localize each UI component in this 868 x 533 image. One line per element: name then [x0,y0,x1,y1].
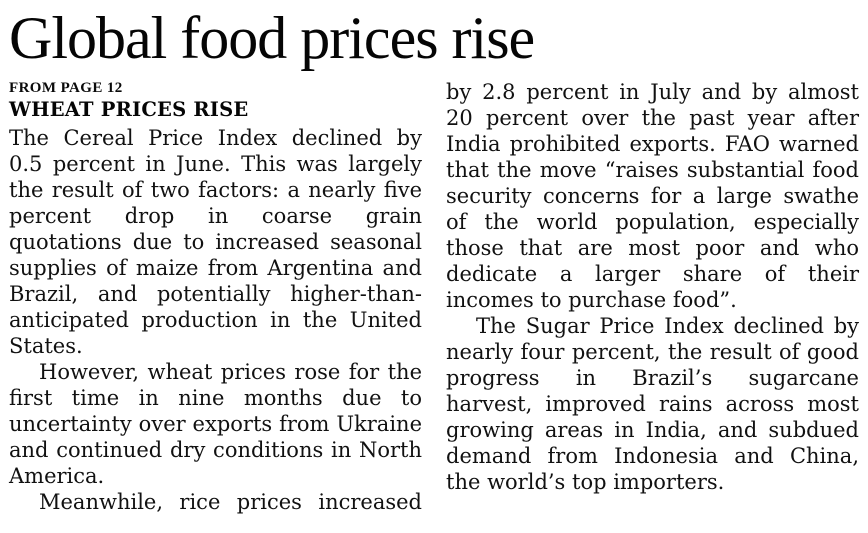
article-paragraph: However, wheat prices rose for the first… [9,359,422,488]
article-paragraph: The Cereal Price Index declined by 0.5 p… [9,125,422,358]
article-columns: FROM PAGE 12 WHEAT PRICES RISE The Cerea… [9,79,859,515]
article-paragraph: Meanwhile, rice prices increased [39,489,422,514]
continuation-line: FROM PAGE 12 [9,79,123,96]
left-column: FROM PAGE 12 WHEAT PRICES RISE The Cerea… [9,79,422,515]
article-paragraph: The Sugar Price Index declined by nearly… [446,313,859,494]
article-paragraph: by 2.8 percent in July and by almost 20 … [446,79,859,312]
right-column: by 2.8 percent in July and by almost 20 … [446,79,859,495]
article-headline: Global food prices rise [9,5,535,71]
section-subhead: WHEAT PRICES RISE [9,97,249,121]
